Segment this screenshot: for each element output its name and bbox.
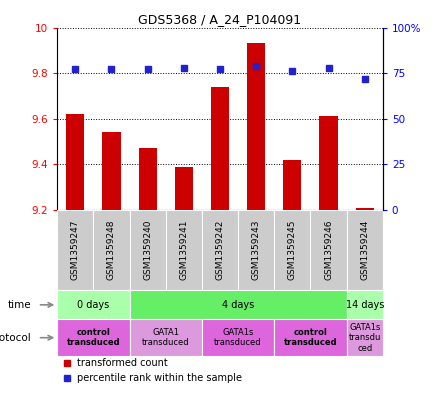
Bar: [166, 210, 202, 290]
Text: GATA1s
transdu
ced: GATA1s transdu ced: [348, 323, 381, 353]
Bar: [347, 210, 383, 290]
Bar: [238, 210, 274, 290]
Bar: [319, 116, 337, 210]
Bar: [347, 320, 383, 356]
Text: GATA1
transduced: GATA1 transduced: [142, 328, 190, 347]
Text: GSM1359241: GSM1359241: [180, 220, 188, 280]
Bar: [202, 210, 238, 290]
Text: 4 days: 4 days: [222, 300, 254, 310]
Bar: [175, 167, 193, 210]
Bar: [347, 290, 383, 320]
Bar: [202, 320, 274, 356]
Text: GSM1359248: GSM1359248: [107, 220, 116, 280]
Text: GSM1359244: GSM1359244: [360, 220, 369, 280]
Bar: [57, 210, 93, 290]
Text: 14 days: 14 days: [345, 300, 384, 310]
Text: transformed count: transformed count: [77, 358, 168, 368]
Bar: [57, 290, 129, 320]
Text: GSM1359245: GSM1359245: [288, 220, 297, 280]
Bar: [66, 114, 84, 210]
Text: GATA1s
transduced: GATA1s transduced: [214, 328, 262, 347]
Bar: [57, 320, 129, 356]
Text: GSM1359247: GSM1359247: [71, 220, 80, 280]
Text: 0 days: 0 days: [77, 300, 110, 310]
Text: GSM1359246: GSM1359246: [324, 220, 333, 280]
Text: protocol: protocol: [0, 333, 31, 343]
Text: GSM1359240: GSM1359240: [143, 220, 152, 280]
Text: control
transduced: control transduced: [284, 328, 337, 347]
Bar: [274, 320, 347, 356]
Text: GSM1359243: GSM1359243: [252, 220, 260, 280]
Bar: [129, 210, 166, 290]
Bar: [274, 210, 311, 290]
Text: percentile rank within the sample: percentile rank within the sample: [77, 373, 242, 383]
Bar: [129, 320, 202, 356]
Text: time: time: [7, 300, 31, 310]
Title: GDS5368 / A_24_P104091: GDS5368 / A_24_P104091: [139, 13, 301, 26]
Bar: [311, 210, 347, 290]
Text: GSM1359242: GSM1359242: [216, 220, 224, 280]
Bar: [211, 87, 229, 210]
Bar: [103, 132, 121, 210]
Bar: [356, 208, 374, 210]
Bar: [247, 44, 265, 210]
Text: control
transduced: control transduced: [66, 328, 120, 347]
Bar: [129, 290, 347, 320]
Bar: [93, 210, 129, 290]
Bar: [139, 149, 157, 210]
Bar: [283, 160, 301, 210]
